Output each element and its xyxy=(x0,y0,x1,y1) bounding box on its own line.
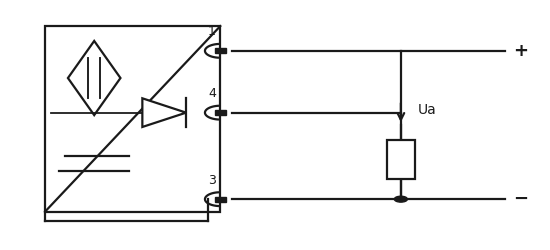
Bar xyxy=(215,110,226,115)
Text: −: − xyxy=(513,190,528,208)
Bar xyxy=(387,140,415,179)
Polygon shape xyxy=(68,41,120,115)
Text: 1: 1 xyxy=(208,26,216,38)
Text: 4: 4 xyxy=(208,87,216,100)
Bar xyxy=(45,26,221,212)
Polygon shape xyxy=(142,98,186,127)
Circle shape xyxy=(394,196,408,202)
Text: Ua: Ua xyxy=(417,103,436,117)
Text: 3: 3 xyxy=(208,174,216,187)
Bar xyxy=(215,197,226,202)
Text: +: + xyxy=(513,42,528,60)
Bar xyxy=(215,48,226,53)
